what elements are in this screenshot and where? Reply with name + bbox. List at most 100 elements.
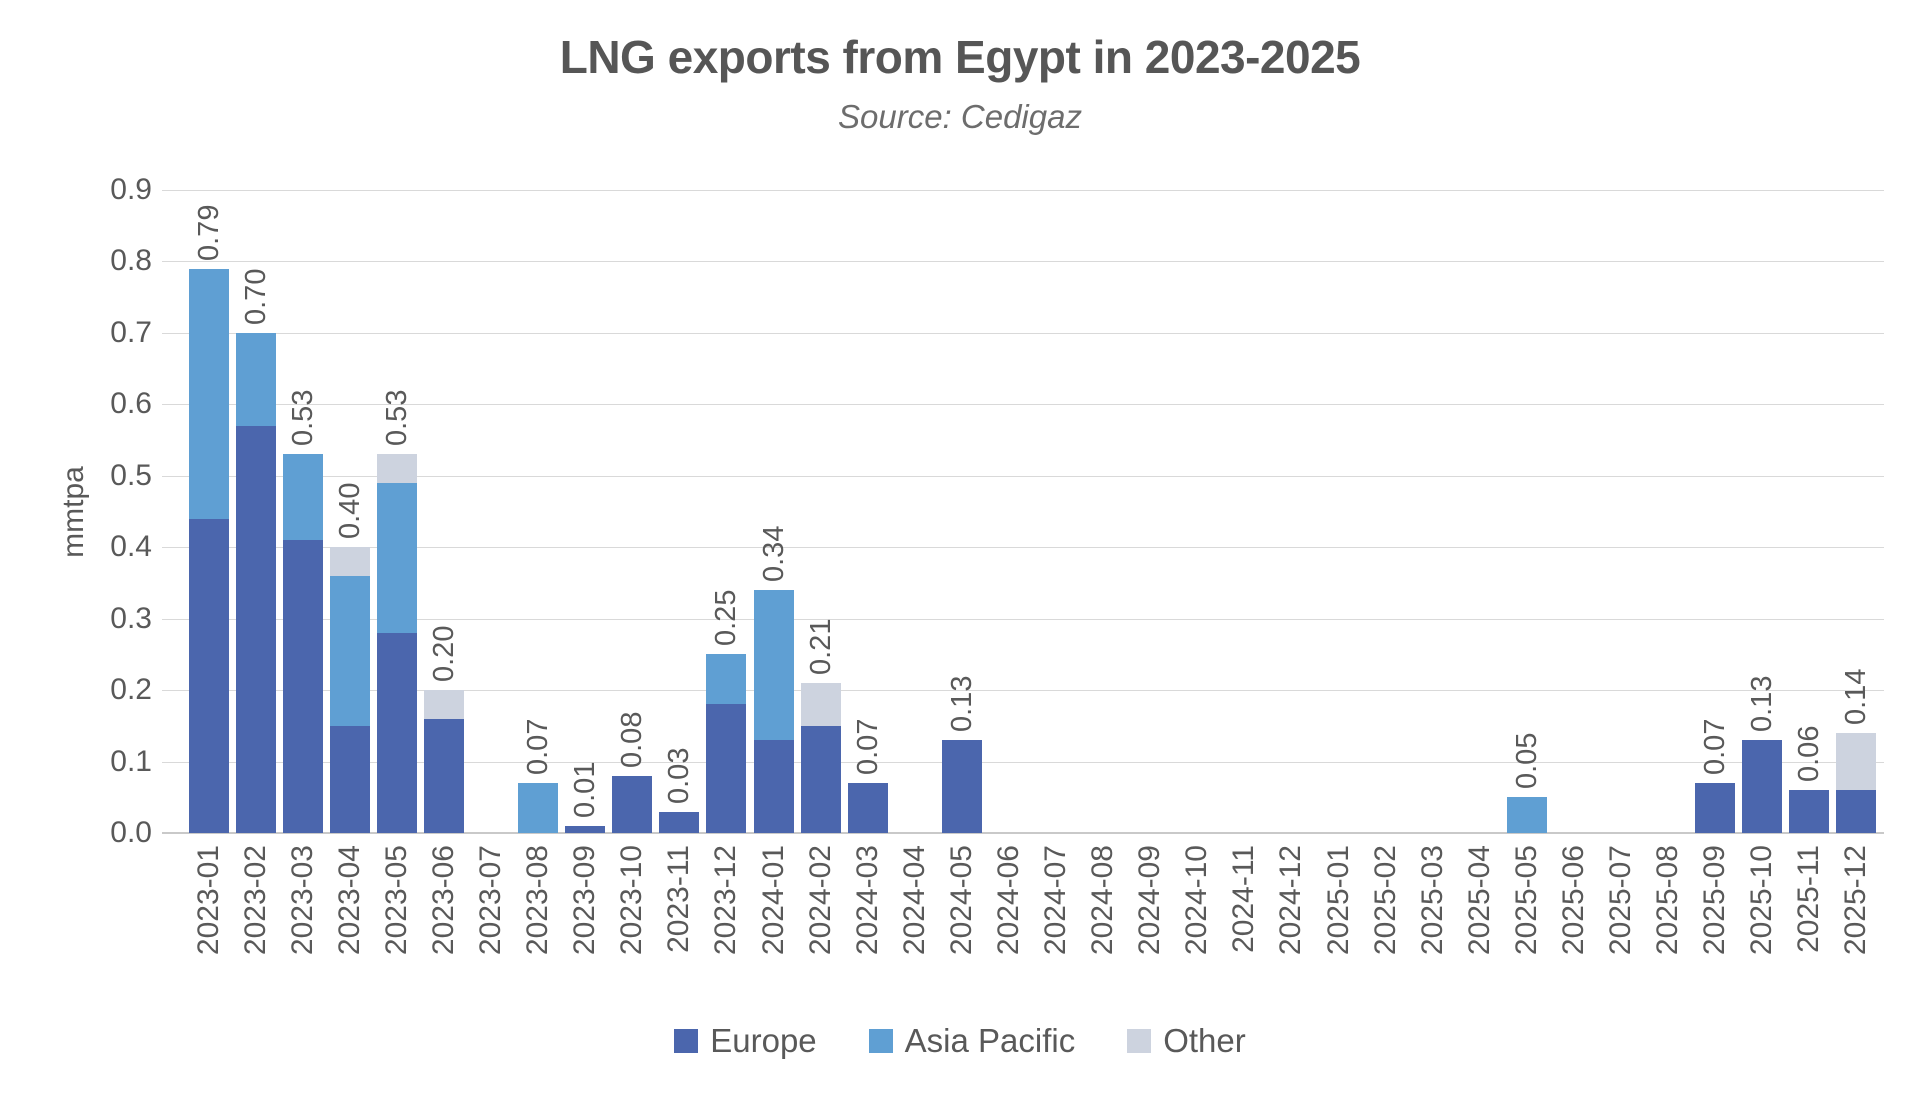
x-tick-label: 2025-07 [1604,845,1638,956]
bar-value-label: 0.07 [522,718,555,775]
legend-swatch-icon [868,1029,893,1053]
chart-subtitle: Source: Cedigaz [838,98,1082,135]
y-tick-label: 0.5 [110,458,152,492]
bar-segment-europe [1742,740,1783,833]
bar-value-label: 0.13 [1746,675,1779,733]
bar-value-label: 0.70 [239,268,272,325]
x-tick-label: 2025-04 [1462,845,1496,956]
legend-item-other: Other [1127,1022,1246,1060]
bar-segment-other [329,547,370,576]
bar-value-label: 0.13 [945,675,978,733]
bar-segment-europe [1836,790,1877,833]
legend-swatch-icon [674,1029,699,1053]
gridline [162,190,1884,191]
gridline [162,475,1884,477]
bar-segment-other [423,690,464,719]
y-axis-title: mmtpa [57,466,90,558]
bar-value-label: 0.53 [286,389,319,447]
bar-segment-other [800,682,841,726]
x-tick-label: 2024-07 [1039,845,1073,956]
y-tick-label: 0.3 [110,601,152,635]
bar-segment-europe [565,825,606,833]
x-tick-label: 2023-12 [709,845,743,956]
bar-value-label: 0.01 [569,761,602,818]
bar-segment-asia-pacific [1506,797,1547,833]
bar-value-label: 0.07 [1699,718,1732,775]
x-tick-label: 2023-08 [521,845,555,956]
x-tick-label: 2025-02 [1368,845,1402,956]
x-tick-label: 2023-07 [474,845,508,956]
bar-value-label: 0.53 [380,389,413,447]
x-tick-label: 2024-03 [850,845,884,956]
bar-value-label: 0.08 [616,711,649,768]
bar-segment-europe [753,740,794,833]
bar-segment-europe [706,704,747,833]
x-tick-label: 2025-05 [1509,845,1543,956]
gridline [162,332,1884,334]
x-tick-label: 2023-02 [238,845,272,956]
x-tick-label: 2024-08 [1086,845,1120,956]
x-tick-label: 2023-11 [662,845,696,953]
x-tick-label: 2024-02 [803,845,837,956]
x-tick-label: 2024-12 [1274,845,1308,956]
gridline [162,261,1884,263]
bar-value-label: 0.20 [427,625,460,683]
bar-segment-europe [1695,782,1736,833]
bar-segment-europe [800,725,841,833]
bar-segment-asia-pacific [376,482,417,633]
bar-segment-europe [376,632,417,833]
bar-segment-europe [235,425,276,833]
bar-segment-other [376,454,417,483]
bar-segment-europe [612,775,653,833]
gridline [162,761,1884,763]
x-tick-label: 2024-10 [1180,845,1214,956]
x-tick-label: 2024-01 [756,845,790,956]
bar-value-label: 0.03 [663,747,696,804]
x-tick-label: 2025-03 [1415,845,1449,956]
legend-label: Asia Pacific [904,1022,1076,1059]
legend-item-europe: Europe [674,1022,817,1060]
x-tick-label: 2025-08 [1651,845,1685,956]
bar-segment-asia-pacific [706,654,747,705]
y-tick-label: 0.2 [110,673,152,707]
y-tick-label: 0.7 [110,315,152,349]
gridline [162,404,1884,406]
x-tick-label: 2024-04 [897,845,931,956]
y-tick-label: 0.1 [110,744,152,778]
bar-value-label: 0.14 [1840,668,1873,725]
bar-segment-europe [282,540,323,833]
bar-segment-europe [423,718,464,833]
legend-swatch-icon [1127,1029,1152,1053]
bar-segment-europe [659,811,700,833]
x-tick-label: 2023-09 [568,845,602,956]
y-tick-label: 0.4 [110,530,152,564]
x-tick-label: 2023-01 [191,845,225,956]
x-axis-line [162,832,1884,834]
x-tick-label: 2025-12 [1839,845,1873,956]
bar-value-label: 0.25 [710,589,743,647]
x-tick-label: 2023-06 [426,845,460,956]
bar-segment-europe [847,782,888,833]
x-tick-label: 2024-06 [991,845,1025,956]
gridline [162,690,1884,692]
x-tick-label: 2024-05 [944,845,978,956]
bar-value-label: 0.40 [333,482,366,540]
bar-segment-europe [329,725,370,833]
bar-segment-asia-pacific [518,782,559,833]
bar-segment-asia-pacific [235,332,276,426]
bar-segment-asia-pacific [753,590,794,741]
y-tick-label: 0.9 [110,173,152,206]
x-tick-label: 2023-04 [332,845,366,956]
legend-label: Europe [710,1022,817,1059]
bar-value-label: 0.21 [804,618,837,675]
bar-value-label: 0.07 [851,718,884,775]
x-tick-label: 2024-09 [1133,845,1167,956]
y-tick-label: 0.6 [110,387,152,421]
chart-title: LNG exports from Egypt in 2023-2025 [559,31,1361,83]
x-tick-label: 2025-11 [1792,845,1826,953]
x-tick-label: 2023-10 [615,845,649,956]
y-tick-label: 0.0 [110,816,152,849]
x-tick-label: 2025-10 [1745,845,1779,956]
bar-segment-europe [188,518,229,833]
